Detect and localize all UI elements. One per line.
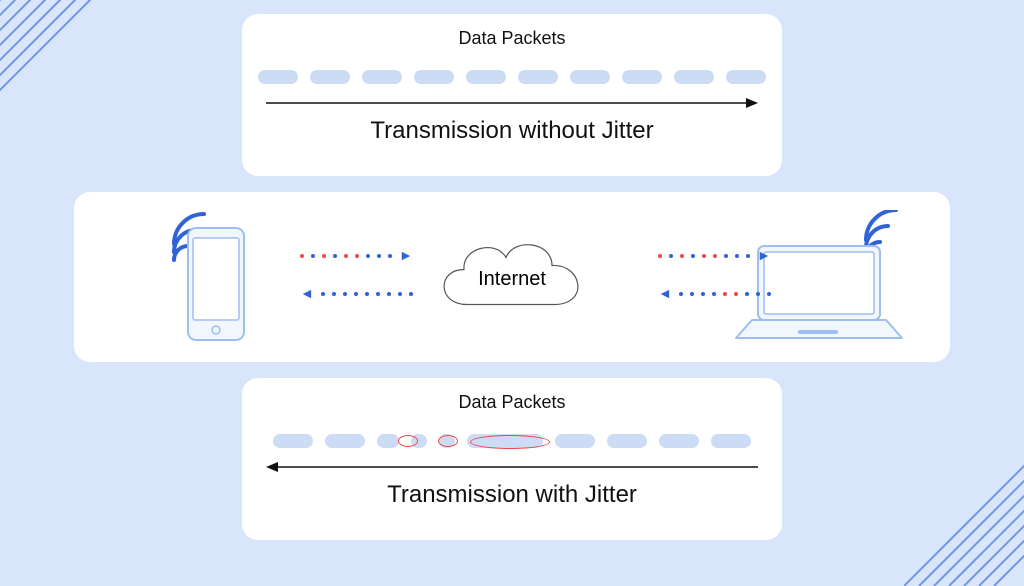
packet: [377, 434, 399, 448]
dot: [388, 254, 392, 258]
dot: [734, 292, 738, 296]
dot: [723, 292, 727, 296]
dot: [712, 292, 716, 296]
bottom-big-label: Transmission with Jitter: [242, 481, 782, 509]
jitter-ring: [398, 435, 418, 447]
dot: [746, 254, 750, 258]
dot: [376, 292, 380, 296]
dot: [365, 292, 369, 296]
packet: [362, 70, 402, 84]
corner-lines-top-left: [0, 0, 120, 120]
packet-row-top: [242, 59, 782, 95]
dot: [745, 292, 749, 296]
dot: [691, 254, 695, 258]
chevron-left-icon: ◄: [300, 291, 314, 295]
dot-stream: ◄: [658, 292, 771, 296]
chevron-right-icon: ►: [757, 253, 771, 257]
cloud-icon: Internet: [422, 220, 602, 335]
dot: [322, 254, 326, 258]
dot: [702, 254, 706, 258]
dot: [679, 292, 683, 296]
packet: [258, 70, 298, 84]
dot: [354, 292, 358, 296]
dot: [387, 292, 391, 296]
phone-icon: [110, 210, 260, 350]
jitter-ring: [470, 435, 550, 449]
cloud-label: Internet: [478, 268, 546, 291]
dot: [409, 292, 413, 296]
dot: [735, 254, 739, 258]
dot-stream: ►: [300, 254, 413, 258]
arrow-left: [266, 459, 758, 475]
dot: [321, 292, 325, 296]
dot: [300, 254, 304, 258]
packet: [325, 434, 365, 448]
panel-with-jitter: Data Packets Transmission with Jitter: [242, 378, 782, 540]
packet: [414, 70, 454, 84]
packet-row-bottom: [242, 423, 782, 459]
packet: [674, 70, 714, 84]
chevron-right-icon: ►: [399, 253, 413, 257]
corner-lines-bottom-right: [904, 456, 1024, 586]
packet: [555, 434, 595, 448]
packet: [570, 70, 610, 84]
dot: [366, 254, 370, 258]
dot: [658, 254, 662, 258]
chevron-left-icon: ◄: [658, 291, 672, 295]
dot: [344, 254, 348, 258]
packet: [711, 434, 751, 448]
dot-stream: ◄: [300, 292, 413, 296]
dot: [767, 292, 771, 296]
dot: [355, 254, 359, 258]
packet: [607, 434, 647, 448]
packet: [518, 70, 558, 84]
dot: [332, 292, 336, 296]
dot: [398, 292, 402, 296]
panel-devices: Internet ► ◄ ► ◄: [74, 192, 950, 362]
packet: [310, 70, 350, 84]
dot: [713, 254, 717, 258]
dot: [680, 254, 684, 258]
laptop-icon: [734, 210, 924, 350]
dot: [311, 254, 315, 258]
bottom-small-label: Data Packets: [242, 392, 782, 413]
packet: [659, 434, 699, 448]
dot-stream: ►: [658, 254, 771, 258]
jitter-ring: [438, 435, 458, 447]
top-big-label: Transmission without Jitter: [242, 117, 782, 145]
packet: [466, 70, 506, 84]
dot: [756, 292, 760, 296]
packet: [726, 70, 766, 84]
dot: [377, 254, 381, 258]
dot: [669, 254, 673, 258]
top-small-label: Data Packets: [242, 28, 782, 49]
dot: [343, 292, 347, 296]
dot: [701, 292, 705, 296]
dot: [690, 292, 694, 296]
panel-no-jitter: Data Packets Transmission without Jitter: [242, 14, 782, 176]
dot: [724, 254, 728, 258]
arrow-right: [266, 95, 758, 111]
packet: [273, 434, 313, 448]
packet: [622, 70, 662, 84]
dot: [333, 254, 337, 258]
